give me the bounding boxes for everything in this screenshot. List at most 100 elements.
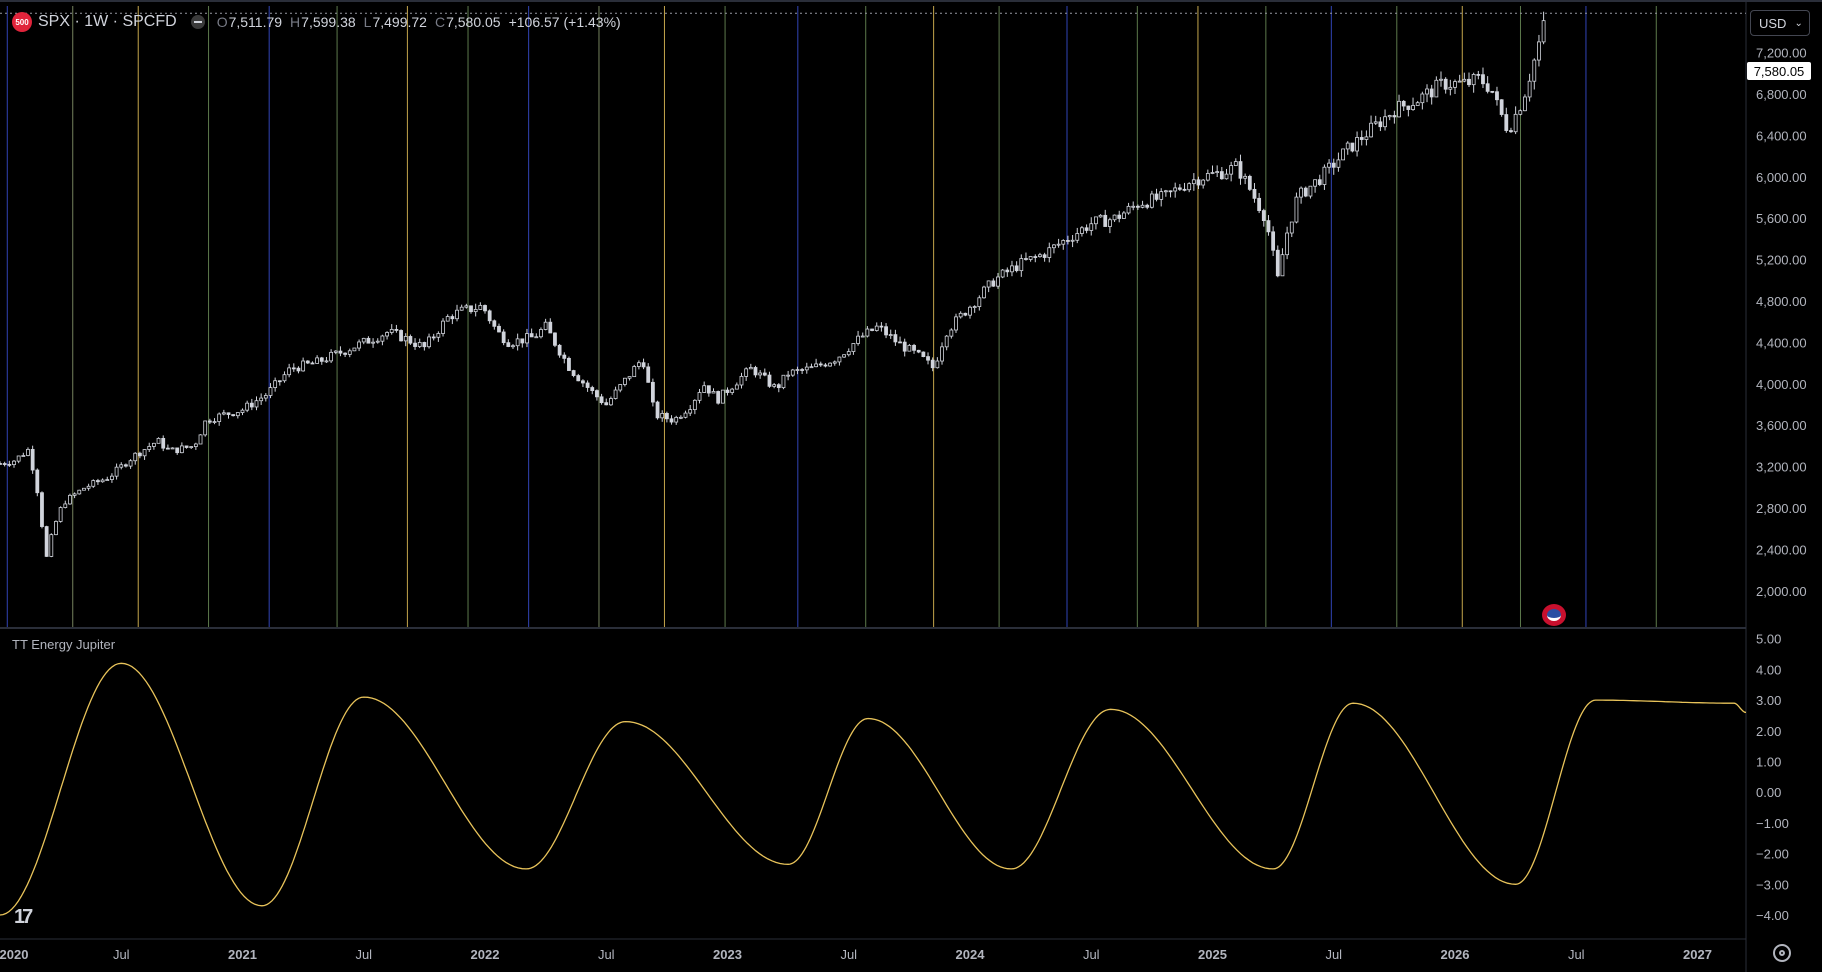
candle-body — [231, 414, 236, 417]
candle-body — [1369, 122, 1373, 138]
candle-body — [543, 321, 548, 330]
candle-body — [1392, 115, 1397, 118]
candle-body — [273, 380, 278, 388]
gear-icon[interactable] — [1773, 944, 1791, 962]
candle-body — [1010, 265, 1014, 273]
candle-body — [1094, 216, 1098, 225]
candle-body — [851, 343, 856, 352]
candle-body — [366, 337, 371, 344]
price-tick-label: 4,800.00 — [1756, 294, 1807, 309]
candle-body — [879, 325, 884, 328]
candle-body — [1131, 205, 1136, 208]
candle-body — [165, 447, 170, 450]
candle-body — [7, 463, 12, 466]
candle-body — [1439, 78, 1443, 81]
candle-body — [319, 357, 324, 362]
candle-body — [291, 367, 296, 370]
candle-body — [1490, 90, 1495, 93]
candle-body — [1518, 110, 1523, 115]
candle-body — [739, 376, 744, 386]
candle-body — [1117, 214, 1122, 219]
price-tick-label: 6,400.00 — [1756, 128, 1807, 143]
candle-body — [1504, 114, 1509, 131]
candle-body — [1201, 179, 1206, 186]
tradingview-logo-icon[interactable]: 17 — [14, 906, 33, 928]
candle-body — [623, 377, 627, 385]
candle-body — [142, 449, 147, 457]
currency-select[interactable]: USD ⌄ — [1750, 10, 1810, 36]
candle-body — [1406, 105, 1411, 110]
candle-body — [389, 328, 394, 333]
candle-body — [748, 367, 753, 370]
indicator-tick-label: −1.00 — [1756, 816, 1789, 831]
candle-body — [832, 361, 837, 364]
candle-body — [147, 446, 152, 450]
candle-body — [1019, 258, 1024, 272]
symbol-title[interactable]: SPX · 1W · SPCFD — [38, 13, 177, 30]
low-value: 7,499.72 — [372, 14, 427, 30]
candle-body — [870, 328, 874, 331]
candle-body — [646, 366, 651, 383]
candle-body — [520, 338, 525, 344]
candle-body — [1415, 102, 1420, 106]
candle-body — [688, 409, 693, 414]
candle-body — [571, 370, 576, 376]
candle-body — [1322, 166, 1327, 185]
indicator-tick-label: 3.00 — [1756, 693, 1781, 708]
candle-body — [82, 487, 86, 491]
candle-body — [403, 336, 408, 342]
candle-body — [1140, 204, 1145, 208]
candle-body — [240, 409, 245, 413]
indicator-tick-label: 5.00 — [1756, 632, 1781, 647]
indicator-title[interactable]: TT Energy Jupiter — [12, 637, 116, 652]
candle-body — [445, 316, 450, 322]
candle-body — [301, 360, 306, 372]
candle-body — [772, 384, 777, 387]
candle-body — [1471, 74, 1476, 86]
candle-body — [464, 305, 469, 308]
candle-body — [417, 342, 422, 347]
us-flag-event-icon[interactable] — [1542, 604, 1566, 626]
candle-body — [1210, 172, 1215, 174]
candle-body — [1350, 142, 1355, 152]
candle-body — [128, 460, 133, 467]
last-price-tag: 7,580.05 — [1747, 62, 1811, 80]
candle-body — [595, 390, 599, 398]
candle-body — [641, 362, 646, 368]
candle-body — [0, 463, 2, 465]
candle-body — [1457, 80, 1462, 83]
candle-body — [1373, 121, 1378, 124]
candle-body — [809, 366, 814, 369]
candle-body — [49, 534, 54, 557]
candle-body — [991, 280, 996, 287]
candle-body — [846, 351, 851, 356]
candle-body — [436, 333, 441, 338]
candle-body — [511, 345, 515, 348]
time-tick-label: 2023 — [713, 947, 742, 962]
candle-body — [161, 437, 166, 449]
candle-body — [1066, 240, 1070, 242]
candle-body — [263, 395, 268, 399]
candle-body — [1168, 190, 1173, 193]
eye-icon[interactable] — [190, 15, 205, 29]
candle-body — [1033, 256, 1038, 258]
candle-body — [954, 316, 958, 331]
candle-body — [305, 360, 310, 364]
candle-body — [1103, 214, 1108, 227]
candle-body — [1108, 219, 1112, 227]
time-tick-label: 2025 — [1198, 947, 1227, 962]
candle-body — [473, 309, 478, 313]
candle-body — [282, 374, 287, 382]
candle-body — [907, 344, 912, 352]
candle-body — [660, 413, 665, 419]
candle-body — [217, 413, 222, 422]
candle-body — [1196, 179, 1201, 186]
candle-body — [1299, 187, 1304, 198]
candle-body — [590, 387, 595, 391]
candle-body — [1317, 179, 1322, 185]
time-tick-label: 2026 — [1441, 947, 1470, 962]
candle-body — [1061, 240, 1066, 245]
price-tick-label: 3,200.00 — [1756, 460, 1807, 475]
candle-body — [683, 412, 688, 418]
